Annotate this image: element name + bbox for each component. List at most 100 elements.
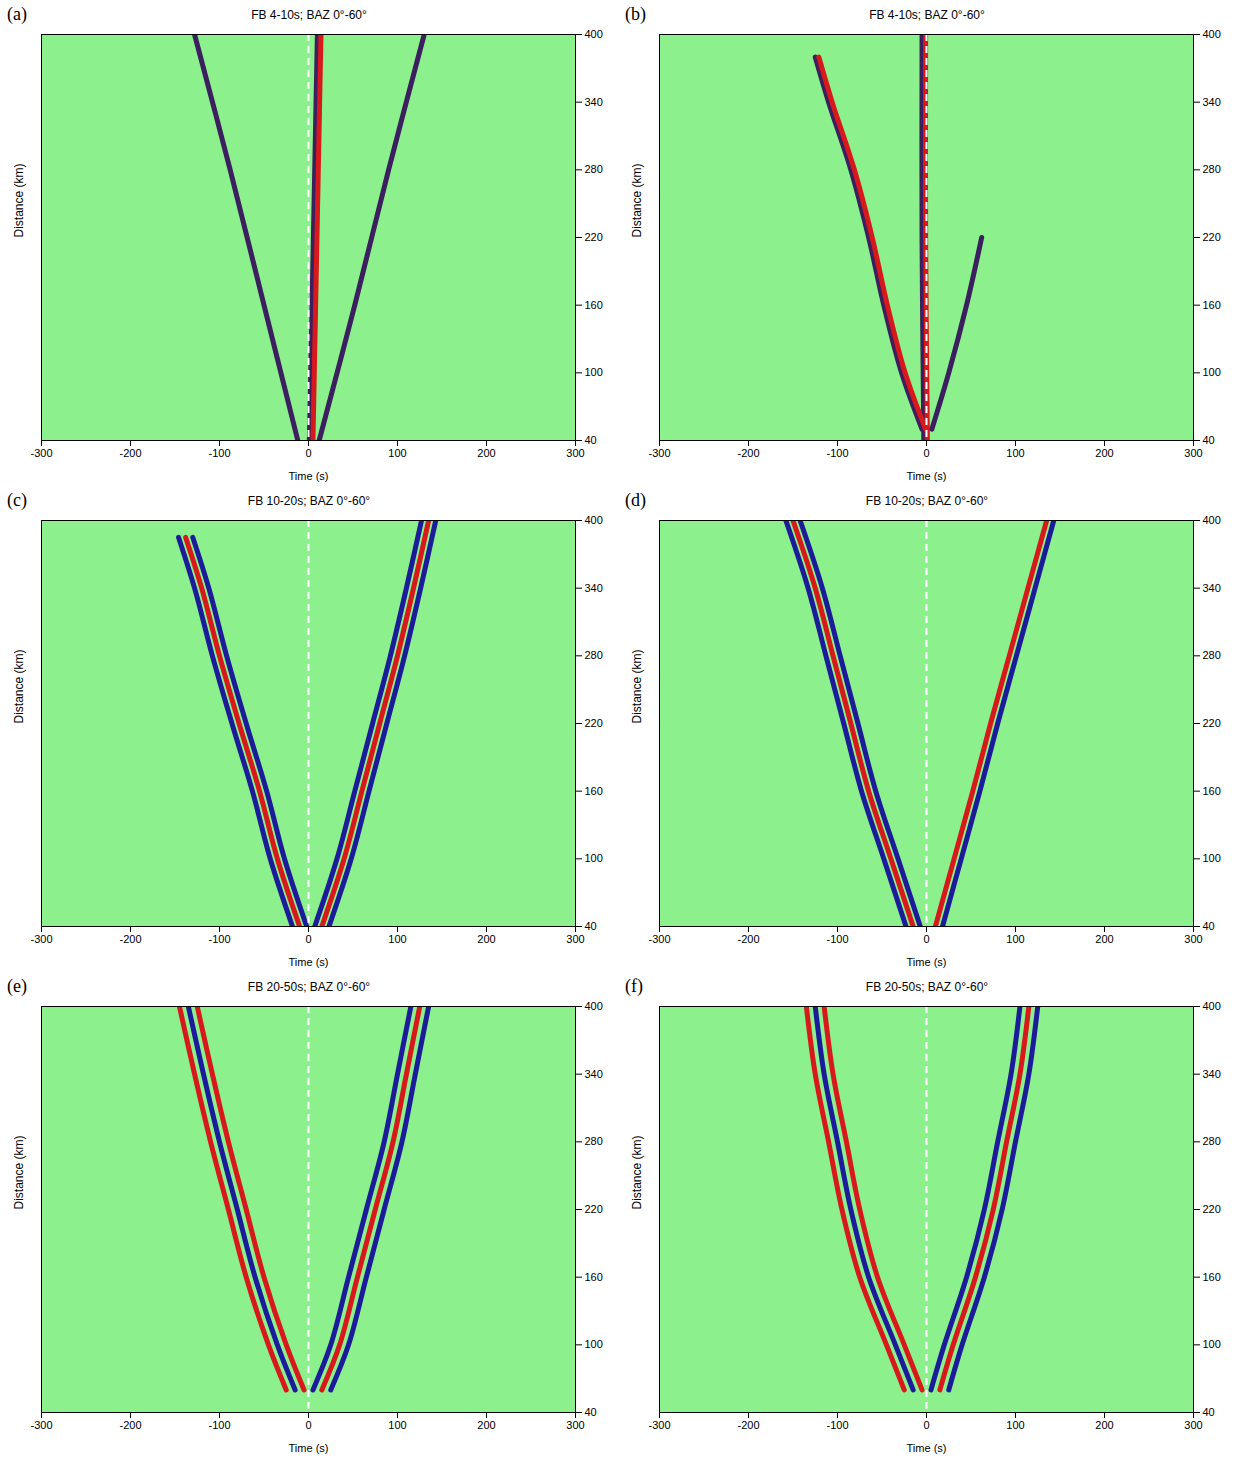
svg-text:-200: -200 bbox=[119, 933, 141, 945]
svg-text:200: 200 bbox=[1095, 933, 1113, 945]
svg-text:Time (s): Time (s) bbox=[907, 470, 947, 482]
svg-text:400: 400 bbox=[1203, 28, 1221, 40]
svg-text:340: 340 bbox=[585, 96, 603, 108]
svg-text:340: 340 bbox=[585, 1068, 603, 1080]
svg-text:100: 100 bbox=[1203, 1338, 1221, 1350]
svg-text:0: 0 bbox=[923, 1419, 929, 1431]
svg-text:100: 100 bbox=[1006, 447, 1024, 459]
svg-text:40: 40 bbox=[585, 434, 597, 446]
svg-text:340: 340 bbox=[1203, 1068, 1221, 1080]
svg-text:Time (s): Time (s) bbox=[289, 470, 329, 482]
svg-text:100: 100 bbox=[388, 1419, 406, 1431]
svg-text:-200: -200 bbox=[737, 1419, 759, 1431]
svg-text:220: 220 bbox=[585, 231, 603, 243]
svg-text:0: 0 bbox=[305, 447, 311, 459]
svg-text:200: 200 bbox=[477, 1419, 495, 1431]
svg-text:300: 300 bbox=[566, 933, 584, 945]
html-text:(c): (c) bbox=[7, 490, 27, 510]
svg-text:40: 40 bbox=[1203, 920, 1215, 932]
svg-text:100: 100 bbox=[585, 366, 603, 378]
svg-text:200: 200 bbox=[477, 933, 495, 945]
svg-text:Time (s): Time (s) bbox=[289, 956, 329, 968]
svg-text:100: 100 bbox=[1203, 852, 1221, 864]
svg-text:160: 160 bbox=[585, 1271, 603, 1283]
svg-text:Distance (km): Distance (km) bbox=[630, 1135, 644, 1209]
svg-text:160: 160 bbox=[1203, 785, 1221, 797]
svg-text:-100: -100 bbox=[208, 1419, 230, 1431]
svg-text:-300: -300 bbox=[30, 933, 52, 945]
svg-text:-300: -300 bbox=[30, 447, 52, 459]
html-text:(a): (a) bbox=[7, 4, 27, 24]
svg-text:Distance (km): Distance (km) bbox=[12, 649, 26, 723]
svg-text:-100: -100 bbox=[826, 447, 848, 459]
svg-text:-300: -300 bbox=[648, 933, 670, 945]
svg-text:300: 300 bbox=[1184, 1419, 1202, 1431]
svg-text:280: 280 bbox=[585, 163, 603, 175]
svg-text:40: 40 bbox=[585, 920, 597, 932]
svg-text:-200: -200 bbox=[737, 933, 759, 945]
svg-text:160: 160 bbox=[585, 299, 603, 311]
svg-text:340: 340 bbox=[585, 582, 603, 594]
svg-text:280: 280 bbox=[1203, 1135, 1221, 1147]
svg-text:Time (s): Time (s) bbox=[289, 1442, 329, 1454]
svg-text:220: 220 bbox=[585, 717, 603, 729]
svg-text:0: 0 bbox=[923, 933, 929, 945]
svg-text:200: 200 bbox=[1095, 447, 1113, 459]
svg-text:280: 280 bbox=[585, 649, 603, 661]
svg-text:400: 400 bbox=[1203, 1000, 1221, 1012]
svg-text:Time (s): Time (s) bbox=[907, 1442, 947, 1454]
svg-text:Distance (km): Distance (km) bbox=[12, 1135, 26, 1209]
svg-text:-300: -300 bbox=[648, 1419, 670, 1431]
svg-text:40: 40 bbox=[1203, 1406, 1215, 1418]
svg-text:0: 0 bbox=[305, 933, 311, 945]
svg-text:Distance (km): Distance (km) bbox=[630, 649, 644, 723]
svg-text:300: 300 bbox=[1184, 933, 1202, 945]
svg-text:-200: -200 bbox=[119, 1419, 141, 1431]
svg-text:300: 300 bbox=[566, 1419, 584, 1431]
svg-text:0: 0 bbox=[305, 1419, 311, 1431]
svg-text:-100: -100 bbox=[208, 933, 230, 945]
svg-text:400: 400 bbox=[585, 514, 603, 526]
svg-text:160: 160 bbox=[585, 785, 603, 797]
svg-text:280: 280 bbox=[585, 1135, 603, 1147]
svg-text:340: 340 bbox=[1203, 96, 1221, 108]
svg-text:300: 300 bbox=[566, 447, 584, 459]
svg-text:160: 160 bbox=[1203, 1271, 1221, 1283]
svg-text:-100: -100 bbox=[826, 1419, 848, 1431]
html-text:(b): (b) bbox=[625, 4, 646, 24]
svg-text:100: 100 bbox=[585, 1338, 603, 1350]
svg-text:Distance (km): Distance (km) bbox=[630, 163, 644, 237]
svg-text:100: 100 bbox=[1006, 1419, 1024, 1431]
svg-text:300: 300 bbox=[1184, 447, 1202, 459]
svg-text:220: 220 bbox=[585, 1203, 603, 1215]
svg-text:220: 220 bbox=[1203, 717, 1221, 729]
svg-text:220: 220 bbox=[1203, 231, 1221, 243]
svg-text:340: 340 bbox=[1203, 582, 1221, 594]
svg-text:-200: -200 bbox=[119, 447, 141, 459]
svg-text:40: 40 bbox=[585, 1406, 597, 1418]
svg-text:-300: -300 bbox=[648, 447, 670, 459]
svg-text:Distance (km): Distance (km) bbox=[12, 163, 26, 237]
svg-text:200: 200 bbox=[1095, 1419, 1113, 1431]
svg-text:Time (s): Time (s) bbox=[907, 956, 947, 968]
svg-text:100: 100 bbox=[1203, 366, 1221, 378]
svg-text:-300: -300 bbox=[30, 1419, 52, 1431]
svg-text:100: 100 bbox=[585, 852, 603, 864]
svg-text:40: 40 bbox=[1203, 434, 1215, 446]
svg-text:280: 280 bbox=[1203, 649, 1221, 661]
svg-text:400: 400 bbox=[1203, 514, 1221, 526]
svg-text:100: 100 bbox=[388, 447, 406, 459]
svg-text:400: 400 bbox=[585, 1000, 603, 1012]
svg-text:200: 200 bbox=[477, 447, 495, 459]
svg-text:160: 160 bbox=[1203, 299, 1221, 311]
html-text:(d): (d) bbox=[625, 490, 646, 510]
svg-text:-100: -100 bbox=[826, 933, 848, 945]
svg-text:100: 100 bbox=[388, 933, 406, 945]
svg-text:100: 100 bbox=[1006, 933, 1024, 945]
svg-text:-200: -200 bbox=[737, 447, 759, 459]
svg-text:0: 0 bbox=[923, 447, 929, 459]
svg-text:280: 280 bbox=[1203, 163, 1221, 175]
svg-text:400: 400 bbox=[585, 28, 603, 40]
svg-text:220: 220 bbox=[1203, 1203, 1221, 1215]
svg-text:-100: -100 bbox=[208, 447, 230, 459]
